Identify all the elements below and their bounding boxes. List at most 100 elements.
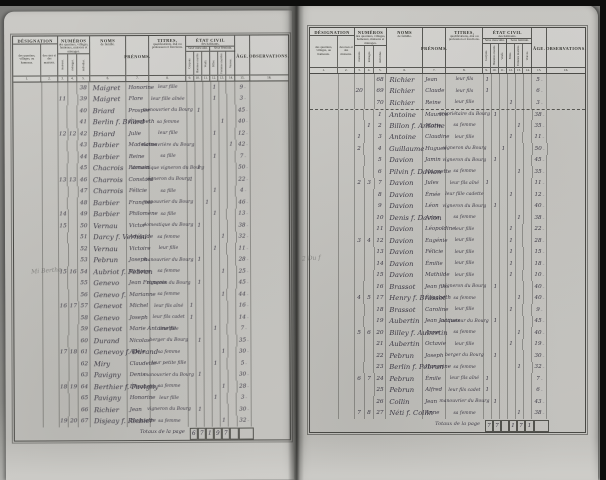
cell-quartier: [310, 361, 339, 373]
cell-etat-civil-5: [516, 74, 524, 86]
cell-nom: Genevoy f. Durand: [90, 346, 158, 359]
cell-etat-civil-4: [212, 369, 221, 381]
cell-etat-civil-5: [516, 154, 524, 166]
cell-etat-civil-1: [484, 235, 492, 247]
cell-etat-civil-5: 1: [219, 116, 228, 128]
cell-etat-civil-3: [500, 131, 508, 143]
cell-quartier: [14, 381, 44, 394]
cell-etat-civil-3: [203, 300, 212, 312]
cell-titre: leur fille: [446, 131, 484, 143]
cell-numero-individu: 20: [374, 327, 387, 339]
cell-numero-maison: 18: [59, 381, 70, 393]
cell-etat-civil-4: [211, 219, 220, 232]
cell-etat-civil-3: [500, 246, 508, 258]
cell-prenom: Léopoldine: [423, 223, 455, 235]
cell-titre: sa femme: [446, 407, 484, 419]
cell-observations: [251, 254, 289, 266]
cell-numero-menage: [68, 151, 79, 163]
cell-numero-maison: [58, 312, 69, 324]
cell-etat-civil-4: [211, 139, 220, 151]
cell-quartier: [310, 269, 339, 281]
cell-age: 45: [533, 315, 548, 327]
cell-nom: Davion: [386, 154, 424, 166]
cell-etat-civil-4: 1: [210, 81, 219, 94]
cell-etat-civil-5: [516, 373, 524, 385]
cell-etat-civil-5: [220, 334, 229, 347]
cell-etat-civil-4: [211, 116, 220, 128]
cell-age: 22: [532, 223, 548, 235]
cell-etat-civil-4: [212, 403, 221, 416]
cell-etat-civil-4: 1: [508, 269, 516, 281]
cell-age: 43: [532, 396, 548, 408]
cell-observations: [547, 385, 585, 397]
table-row: 6 Pilvin f. Davion Huguette sa femme 1 35: [310, 166, 585, 178]
cell-etat-civil-1: [484, 407, 492, 419]
cell-prenom: Marie Antoinette: [127, 323, 176, 336]
cell-etat-civil-1: [188, 277, 197, 289]
cell-nom: Pilvin f. Davion: [386, 166, 441, 178]
cell-prenom: Mathilde: [423, 269, 450, 281]
cell-age: 16: [236, 300, 252, 312]
cell-rue: [339, 373, 355, 385]
cell-observations: [251, 208, 289, 220]
cell-observations: [252, 334, 290, 346]
cell-age: 7: [236, 323, 252, 335]
cell-quartier: [310, 97, 339, 109]
table-header: DÉSIGNATION des quartiers, villages, ou …: [310, 28, 586, 74]
cell-prenom: Eugénie: [423, 235, 448, 247]
cell-observations: [252, 357, 290, 369]
cell-rue: [339, 200, 355, 212]
register-page-left: DÉSIGNATION des quartiers, villages, ou …: [3, 10, 295, 480]
cell-etat-civil-3: [203, 265, 212, 278]
cell-numero-individu: 25: [375, 384, 387, 396]
cell-numero-individu: 44: [78, 151, 91, 163]
cell-etat-civil-5: 1: [516, 327, 524, 339]
cell-etat-civil-3: [203, 219, 212, 232]
cell-etat-civil-5: [219, 104, 228, 117]
table-row: 5 6 20 Billey f. Aubertin Anne sa femme 1 40: [310, 327, 585, 339]
cell-age: 44: [236, 288, 252, 301]
cell-age: 30: [237, 369, 252, 381]
cell-rue: [339, 384, 355, 396]
cell-nom: Genevo: [90, 312, 128, 324]
cell-numero-maison: [58, 289, 69, 301]
cell-prenom: Joseph: [127, 311, 151, 324]
cell-prenom: Félicie: [126, 185, 150, 198]
cell-numero-individu: 17: [374, 292, 387, 304]
cell-etat-civil-4: [212, 346, 221, 358]
cell-titre: sa femme: [151, 415, 189, 427]
cell-etat-civil-5: 1: [219, 231, 228, 243]
header-designation: DÉSIGNATION des quartiers, villages, ou …: [310, 28, 355, 73]
cell-quartier: [310, 373, 339, 385]
cell-etat-civil-2: [492, 269, 500, 281]
cell-etat-civil-3: [204, 415, 213, 427]
cell-etat-civil-5: 1: [220, 380, 229, 393]
cell-observations: [251, 116, 289, 128]
cell-nom: Berlin f. Pebrun: [386, 361, 444, 373]
table-row: 70 Richier Reine leur fille 1 3: [310, 97, 585, 109]
cell-numero-individu: 6: [374, 166, 387, 178]
cell-etat-civil-4: [508, 292, 516, 304]
cell-quartier: [310, 396, 339, 408]
cell-etat-civil-1: [484, 120, 492, 132]
cell-etat-civil-6: [524, 189, 533, 201]
cell-etat-civil-3: [500, 281, 508, 293]
cell-etat-civil-2: [196, 392, 205, 404]
cell-numero-menage: [365, 85, 375, 97]
cell-quartier: [14, 358, 44, 371]
cell-quartier: [13, 93, 43, 106]
cell-observations: [251, 288, 289, 300]
cell-etat-civil-4: [508, 407, 516, 419]
cell-etat-civil-1: [187, 219, 196, 232]
cell-etat-civil-2: [195, 139, 204, 151]
cell-numero-maison: [355, 246, 365, 258]
cell-observations: [547, 373, 585, 385]
cell-rue: [43, 358, 60, 370]
cell-age: 50: [533, 143, 548, 155]
cell-age: 45: [235, 104, 251, 117]
cell-rue: [339, 407, 355, 419]
cell-etat-civil-4: 1: [508, 304, 516, 316]
totals-value-4: 9: [213, 427, 222, 440]
cell-etat-civil-2: [492, 131, 500, 143]
cell-age: 38: [532, 407, 548, 419]
